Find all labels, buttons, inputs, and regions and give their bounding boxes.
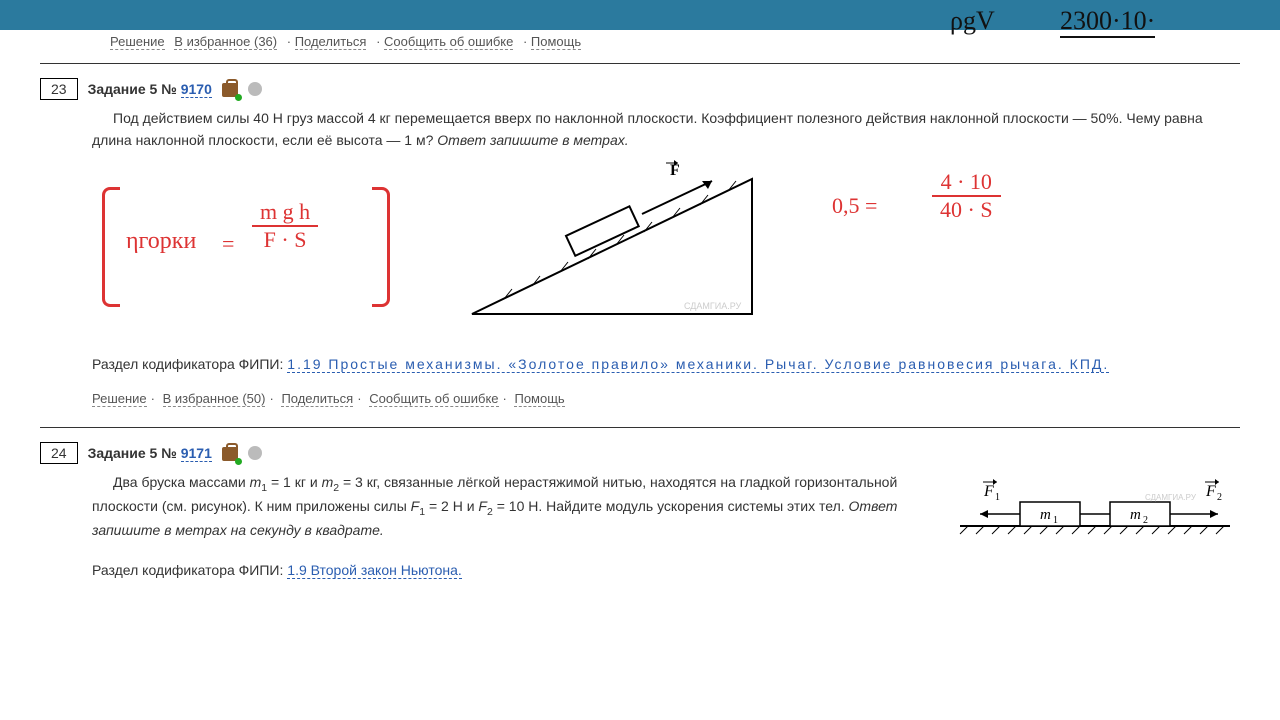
hand-bracket-left xyxy=(102,187,120,307)
action-link[interactable]: В избранное (36) xyxy=(174,34,277,50)
svg-text:F: F xyxy=(1205,483,1216,500)
briefcase-icon[interactable] xyxy=(222,81,238,98)
figure-zone: ηгорки = m g h F · S xyxy=(92,159,1240,349)
f1: F xyxy=(411,498,420,514)
task-text-italic: Ответ запишите в метрах. xyxy=(437,132,628,148)
svg-text:2: 2 xyxy=(1217,492,1222,503)
action-favorite[interactable]: В избранное (50) xyxy=(163,391,266,407)
task-id-link[interactable]: 9170 xyxy=(181,81,212,98)
frac-num: m g h xyxy=(252,199,318,225)
handwriting-eta: ηгорки xyxy=(126,229,196,253)
f2: F xyxy=(478,498,487,514)
svg-text:1: 1 xyxy=(995,492,1000,503)
svg-text:2: 2 xyxy=(1143,515,1148,526)
m2: m xyxy=(322,474,334,490)
svg-text:1: 1 xyxy=(1053,515,1058,526)
task-number-box: 23 xyxy=(40,78,78,100)
frac-den: 40 · S xyxy=(932,197,1001,223)
status-icon[interactable] xyxy=(248,82,262,96)
task-label: Задание 5 № xyxy=(88,445,177,461)
handwriting-frac-left: m g h F · S xyxy=(252,199,318,253)
kodif-link[interactable]: 1.19 Простые механизмы. «Золотое правило… xyxy=(287,356,1109,373)
task-title: Задание 5 № 9170 xyxy=(88,81,212,97)
kodifikator: Раздел кодификатора ФИПИ: 1.9 Второй зак… xyxy=(92,559,1240,583)
page-content: ρgV 2300·10· Решение В избранное (36) · … xyxy=(0,30,1280,583)
status-icon[interactable] xyxy=(248,446,262,460)
task-text: Под действием силы 40 Н груз массой 4 кг… xyxy=(92,110,1203,148)
frac-den: F · S xyxy=(256,227,315,253)
svg-text:СДАМГИА.РУ: СДАМГИА.РУ xyxy=(1145,493,1197,502)
frac-num: 4 · 10 xyxy=(933,169,1000,195)
action-link[interactable]: Сообщить об ошибке xyxy=(384,34,513,50)
task-body: Под действием силы 40 Н груз массой 4 кг… xyxy=(40,108,1240,409)
task-header: 24 Задание 5 № 9171 xyxy=(40,442,1240,464)
task-header: 23 Задание 5 № 9170 xyxy=(40,78,1240,100)
action-solution[interactable]: Решение xyxy=(92,391,147,407)
action-report[interactable]: Сообщить об ошибке xyxy=(369,391,498,407)
handwriting-pgv: ρgV xyxy=(950,8,995,34)
task-actions: Решение· В избранное (50)· Поделиться· С… xyxy=(92,389,1240,409)
task-title: Задание 5 № 9171 xyxy=(88,445,212,461)
kodifikator: Раздел кодификатора ФИПИ: 1.19 Простые м… xyxy=(92,353,1240,377)
m1: m xyxy=(250,474,262,490)
task-number-box: 24 xyxy=(40,442,78,464)
svg-text:F: F xyxy=(983,483,994,500)
action-link[interactable]: Помощь xyxy=(531,34,581,50)
kodif-label: Раздел кодификатора ФИПИ: xyxy=(92,562,287,578)
svg-text:m: m xyxy=(1130,507,1141,523)
handwriting-rhs: 0,5 = xyxy=(832,195,877,217)
task-body: m 1 m 2 F 1 F 2 СДАМГИА.РУ Два бруска ма… xyxy=(40,472,1240,582)
diagram-watermark: СДАМГИА.РУ xyxy=(684,301,742,311)
divider xyxy=(40,63,1240,64)
handwriting-2300: 2300·10· xyxy=(1060,8,1155,38)
handwriting-frac-right: 4 · 10 40 · S xyxy=(932,169,1001,223)
kodif-link[interactable]: 1.9 Второй закон Ньютона. xyxy=(287,562,462,579)
action-share[interactable]: Поделиться xyxy=(281,391,353,407)
action-help[interactable]: Помощь xyxy=(514,391,564,407)
svg-text:m: m xyxy=(1040,507,1051,523)
briefcase-icon[interactable] xyxy=(222,445,238,462)
task-label: Задание 5 № xyxy=(88,81,177,97)
hand-bracket-right xyxy=(372,187,390,307)
task-id-link[interactable]: 9171 xyxy=(181,445,212,462)
task-23: 23 Задание 5 № 9170 Под действием силы 4… xyxy=(40,78,1240,409)
t24-a: Два бруска массами xyxy=(113,474,250,490)
task-24: 24 Задание 5 № 9171 xyxy=(40,442,1240,582)
action-link[interactable]: Решение xyxy=(110,34,165,50)
two-blocks-diagram: m 1 m 2 F 1 F 2 СДАМГИА.РУ xyxy=(950,476,1240,553)
action-link[interactable]: Поделиться xyxy=(295,34,367,50)
kodif-label: Раздел кодификатора ФИПИ: xyxy=(92,356,287,372)
divider xyxy=(40,427,1240,428)
f1v: = 2 Н и xyxy=(425,498,478,514)
handwriting-eq: = xyxy=(222,233,234,255)
inclined-plane-diagram: F СДАМГИА.РУ xyxy=(452,159,782,334)
m1v: = 1 кг и xyxy=(267,474,321,490)
f2v: = 10 Н. Найдите модуль ускорения системы… xyxy=(493,498,849,514)
